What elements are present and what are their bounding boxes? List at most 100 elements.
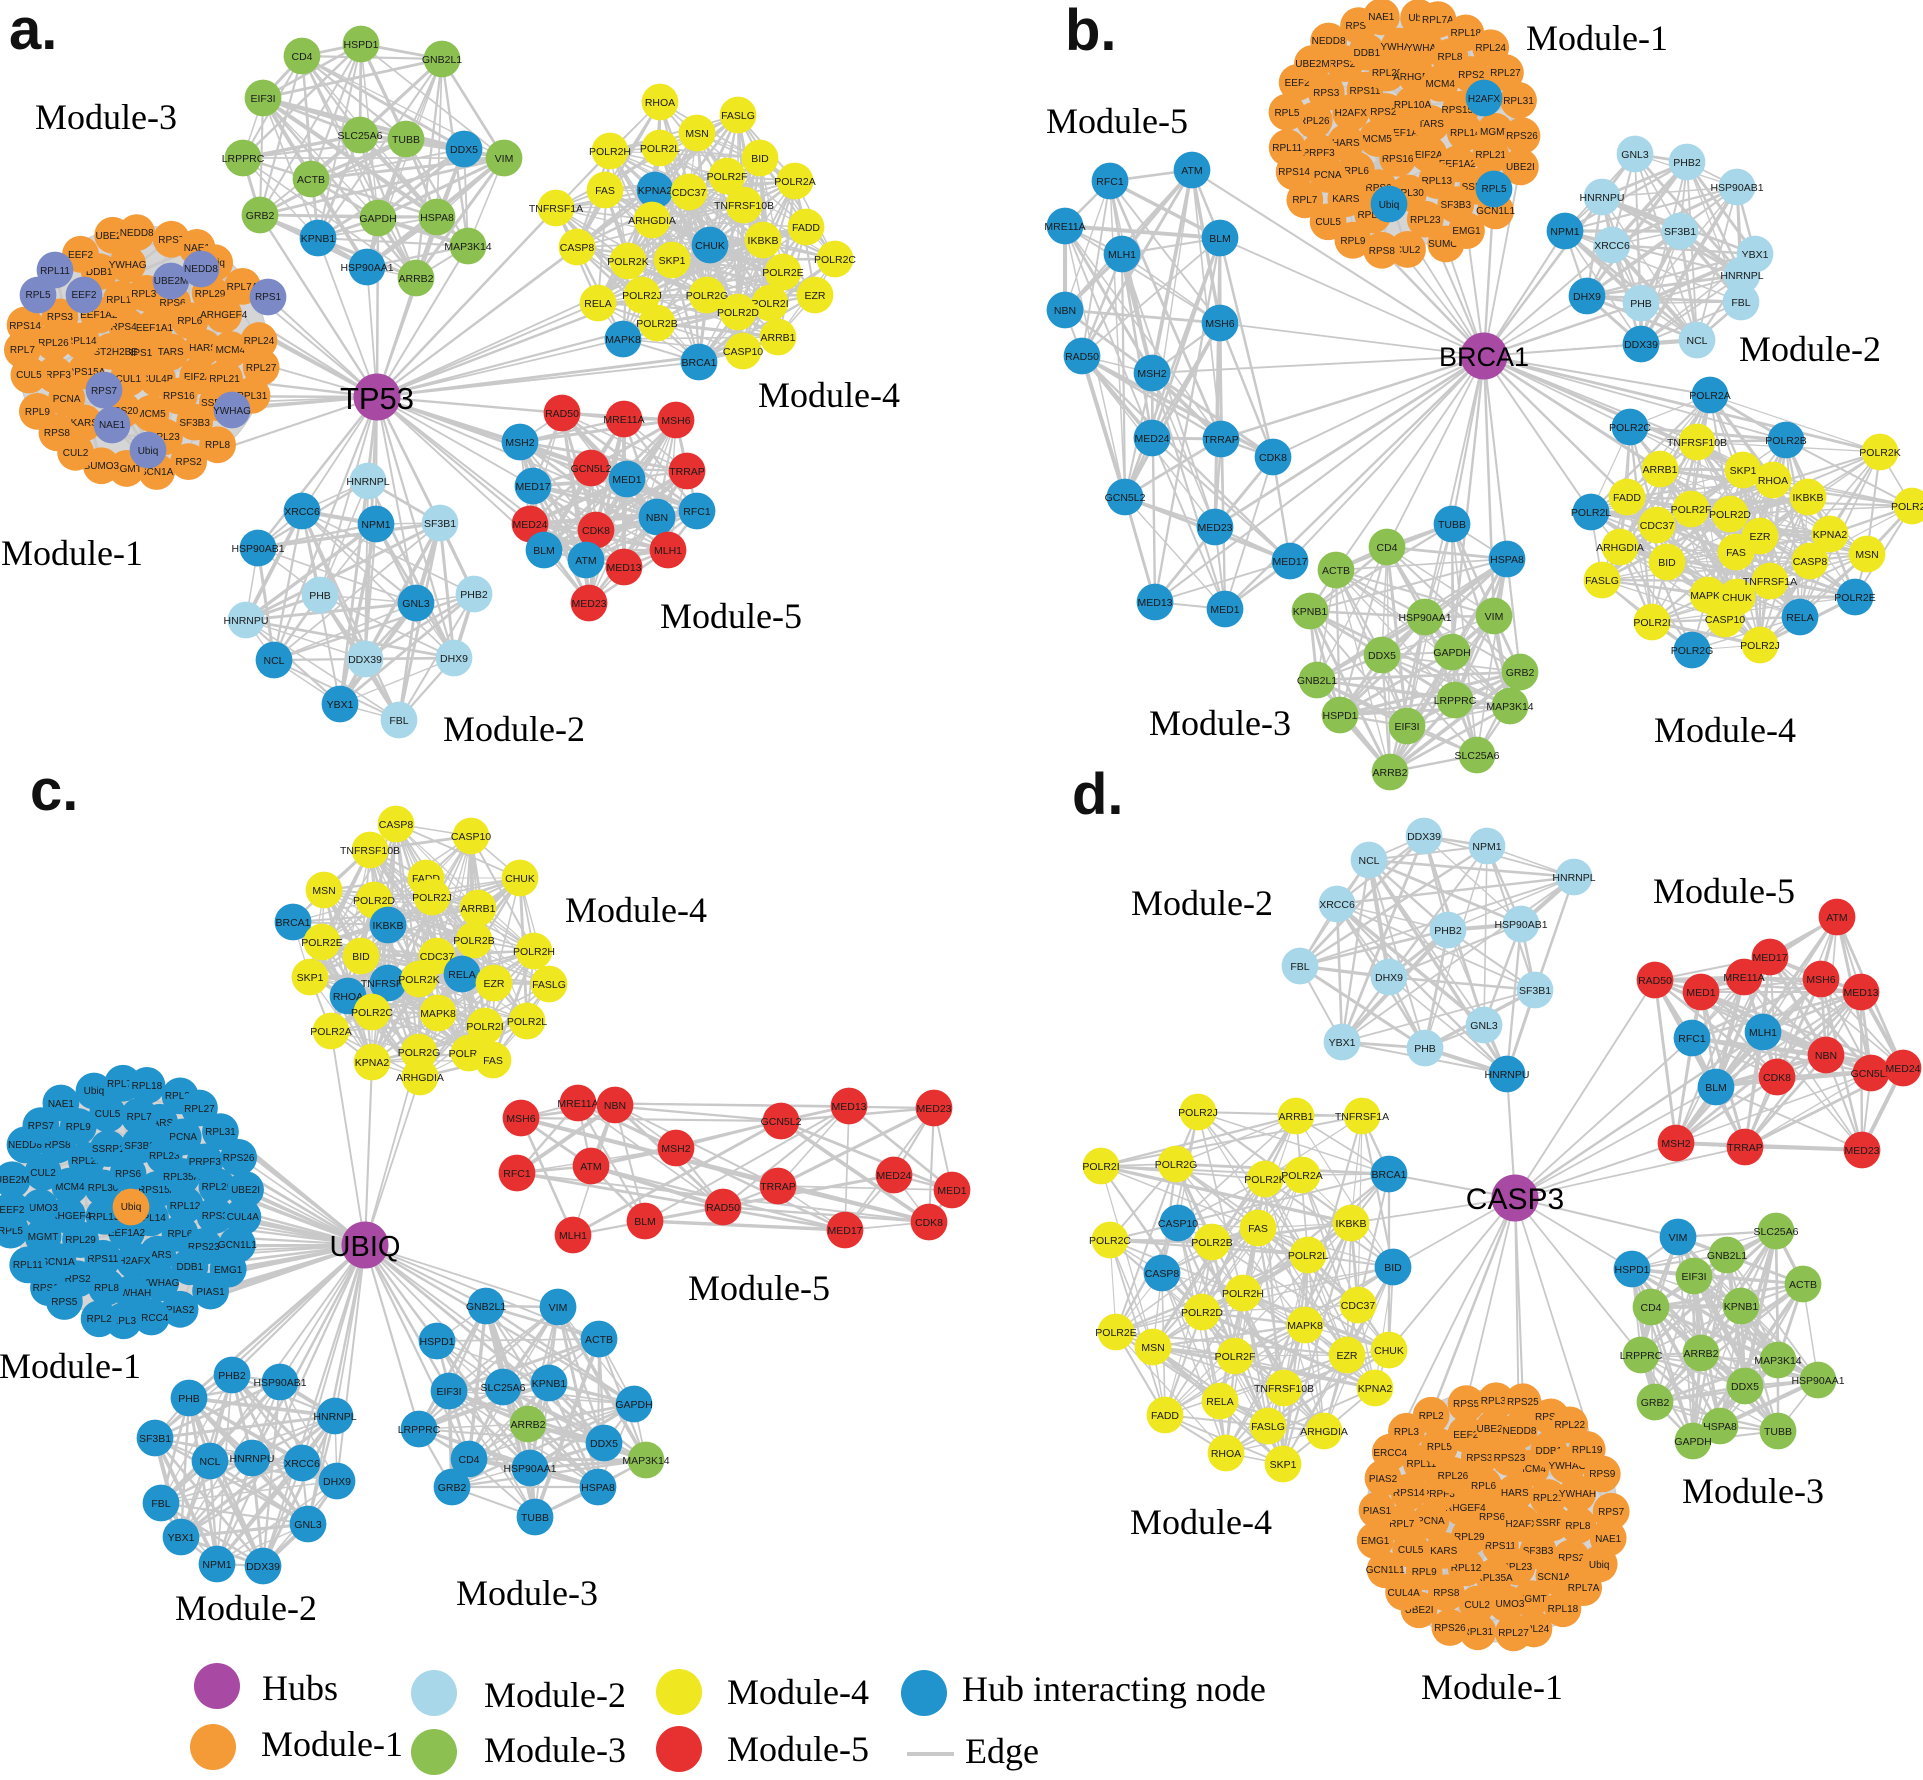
svg-text:MSN: MSN xyxy=(312,885,335,897)
svg-text:VIM: VIM xyxy=(1485,611,1504,623)
svg-text:EIF3I: EIF3I xyxy=(436,1386,461,1398)
svg-text:RPS11: RPS11 xyxy=(1349,86,1380,97)
svg-text:BRCA1: BRCA1 xyxy=(275,917,310,929)
svg-text:RHOA: RHOA xyxy=(645,97,675,109)
svg-text:POLR2I: POLR2I xyxy=(1082,1161,1119,1173)
svg-text:MAPK8: MAPK8 xyxy=(605,334,641,346)
svg-text:MED23: MED23 xyxy=(1844,1145,1879,1157)
svg-text:MSH6: MSH6 xyxy=(1806,974,1835,986)
svg-text:MED13: MED13 xyxy=(606,562,641,574)
svg-text:HARS: HARS xyxy=(189,343,217,354)
svg-text:GCN5L2: GCN5L2 xyxy=(761,1116,802,1128)
svg-text:GAPDH: GAPDH xyxy=(1433,647,1470,659)
svg-text:SCN1A: SCN1A xyxy=(1537,1572,1571,1583)
svg-text:Ubiq: Ubiq xyxy=(121,1202,142,1213)
svg-text:KPNB1: KPNB1 xyxy=(301,233,336,245)
svg-text:CUL5: CUL5 xyxy=(16,370,42,381)
svg-text:GCN1L1: GCN1L1 xyxy=(218,1240,257,1251)
svg-text:POLR2I: POLR2I xyxy=(1633,617,1670,629)
svg-text:MAP3K14: MAP3K14 xyxy=(622,1455,669,1467)
svg-text:H2AFX: H2AFX xyxy=(1506,1519,1539,1530)
svg-text:SKP1: SKP1 xyxy=(1730,465,1757,477)
svg-text:RPL11: RPL11 xyxy=(1406,1459,1436,1470)
svg-text:EEF2: EEF2 xyxy=(68,250,93,261)
svg-text:NAE1: NAE1 xyxy=(1595,1534,1622,1545)
svg-text:UBE2M: UBE2M xyxy=(1295,59,1329,70)
svg-text:EZR: EZR xyxy=(484,978,505,990)
svg-text:RPL24: RPL24 xyxy=(165,1091,196,1102)
svg-text:IKBKB: IKBKB xyxy=(1336,1218,1367,1230)
svg-text:RPS11: RPS11 xyxy=(1485,1541,1516,1552)
svg-text:MGMT: MGMT xyxy=(28,1232,59,1243)
svg-text:VIM: VIM xyxy=(1669,1232,1688,1244)
svg-text:EIF2A: EIF2A xyxy=(1415,150,1443,161)
svg-text:SLC25A6: SLC25A6 xyxy=(1754,1226,1799,1238)
svg-text:NPM1: NPM1 xyxy=(1472,841,1501,853)
svg-text:Ubiq: Ubiq xyxy=(138,446,159,457)
svg-text:SLC25A6: SLC25A6 xyxy=(481,1382,526,1394)
svg-text:RPL6: RPL6 xyxy=(1471,1481,1496,1492)
svg-text:PIAS1: PIAS1 xyxy=(196,1287,225,1298)
svg-text:RPL5: RPL5 xyxy=(1481,184,1506,195)
svg-text:SUMO3: SUMO3 xyxy=(22,1203,58,1214)
svg-text:ARHGDIA: ARHGDIA xyxy=(628,215,676,227)
svg-text:MCM4: MCM4 xyxy=(1425,79,1455,90)
svg-text:RPL31: RPL31 xyxy=(1463,1627,1494,1638)
svg-text:ARHGDIA: ARHGDIA xyxy=(396,1072,444,1084)
svg-text:UBE2I: UBE2I xyxy=(1506,162,1535,173)
svg-text:RPL14: RPL14 xyxy=(135,1213,166,1224)
svg-text:RPL8: RPL8 xyxy=(205,440,230,451)
svg-text:UBE2M: UBE2M xyxy=(96,231,130,242)
svg-text:RPS11: RPS11 xyxy=(87,1254,118,1265)
svg-text:SF3B1: SF3B1 xyxy=(139,1433,171,1445)
svg-text:GCN1L1: GCN1L1 xyxy=(1366,1565,1405,1576)
svg-text:HSPA8: HSPA8 xyxy=(581,1482,615,1494)
svg-text:Module-1: Module-1 xyxy=(0,1346,141,1386)
svg-text:DDB1: DDB1 xyxy=(1535,1446,1562,1457)
svg-text:RPS23: RPS23 xyxy=(1494,1453,1526,1464)
svg-text:SUMO3: SUMO3 xyxy=(1428,239,1464,250)
svg-text:MAP3K14: MAP3K14 xyxy=(444,241,491,253)
svg-text:POLR2H: POLR2H xyxy=(589,146,631,158)
svg-text:Module-4: Module-4 xyxy=(727,1672,869,1712)
svg-text:GNB2L1: GNB2L1 xyxy=(1707,1250,1747,1262)
svg-text:TNFRSF10B: TNFRSF10B xyxy=(1254,1383,1314,1395)
svg-text:CUL4B: CUL4B xyxy=(141,374,174,385)
svg-text:FASLG: FASLG xyxy=(721,110,755,122)
svg-text:GRB2: GRB2 xyxy=(1506,667,1535,679)
svg-text:LRPPRC: LRPPRC xyxy=(398,1424,441,1436)
svg-text:YWHAH: YWHAH xyxy=(114,1288,151,1299)
svg-text:RPS14: RPS14 xyxy=(33,1283,65,1294)
svg-text:DDX5: DDX5 xyxy=(590,1438,618,1450)
svg-text:RPS8: RPS8 xyxy=(44,428,71,439)
svg-text:POLR2E: POLR2E xyxy=(301,937,342,949)
svg-text:SLC25A6: SLC25A6 xyxy=(338,130,383,142)
svg-text:DDX39: DDX39 xyxy=(246,1561,280,1573)
svg-text:ERCC4: ERCC4 xyxy=(1373,1448,1407,1459)
svg-text:ACTB: ACTB xyxy=(1789,1279,1817,1291)
svg-text:MRE11A: MRE11A xyxy=(603,414,644,426)
svg-text:RPS14: RPS14 xyxy=(1278,167,1310,178)
svg-text:POLR2J: POLR2J xyxy=(622,290,662,302)
svg-text:DDX5: DDX5 xyxy=(450,144,478,156)
svg-text:RPL27: RPL27 xyxy=(1498,1628,1529,1639)
svg-text:MED23: MED23 xyxy=(916,1103,951,1115)
svg-text:Ubiq: Ubiq xyxy=(1379,200,1400,211)
svg-text:VIM: VIM xyxy=(495,153,514,165)
svg-text:TNFRSF10B: TNFRSF10B xyxy=(1667,437,1727,449)
svg-text:RPS23: RPS23 xyxy=(188,1242,220,1253)
svg-text:NEDD8: NEDD8 xyxy=(1312,36,1346,47)
svg-text:MSH6: MSH6 xyxy=(506,1113,535,1125)
svg-text:Module-3: Module-3 xyxy=(484,1730,626,1770)
svg-text:DDX39: DDX39 xyxy=(348,654,382,666)
svg-text:HARS: HARS xyxy=(1332,138,1360,149)
svg-text:RPS2: RPS2 xyxy=(176,457,203,468)
svg-text:CUL5: CUL5 xyxy=(1315,217,1341,228)
svg-text:UBE2I: UBE2I xyxy=(1405,1605,1434,1616)
svg-text:RPS5: RPS5 xyxy=(51,1297,78,1308)
svg-text:RHOA: RHOA xyxy=(1211,1448,1241,1460)
svg-text:DDX5: DDX5 xyxy=(1731,1381,1759,1393)
svg-text:EEF2: EEF2 xyxy=(71,290,96,301)
svg-text:RAD50: RAD50 xyxy=(1638,975,1672,987)
svg-text:RPS19: RPS19 xyxy=(1535,1412,1567,1423)
